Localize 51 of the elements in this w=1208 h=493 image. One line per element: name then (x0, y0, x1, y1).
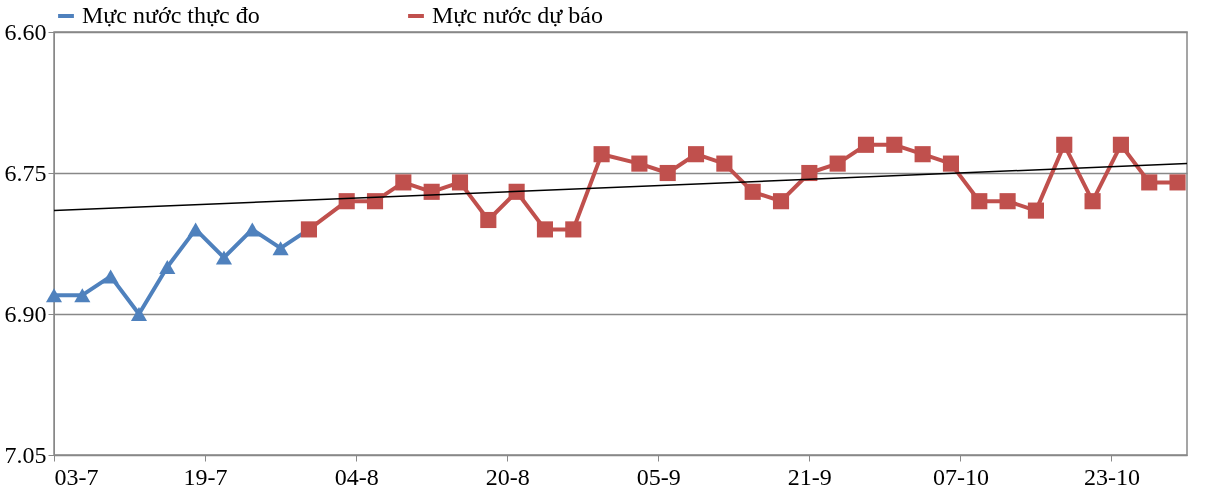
point (999, 193, 1016, 210)
x-tick-label: 20-8 (485, 463, 530, 490)
point (366, 193, 384, 210)
point (659, 164, 676, 182)
y-tick-label: 6.75 (4, 159, 47, 186)
point (687, 146, 705, 163)
legend-label: Mực nước dự báo (432, 2, 604, 28)
point (1169, 174, 1186, 191)
point (1027, 202, 1044, 219)
point (829, 155, 846, 172)
point (857, 136, 875, 153)
point (395, 174, 412, 191)
point (1056, 136, 1073, 153)
point (159, 260, 176, 274)
x-tick-label: 04-8 (334, 463, 379, 490)
x-tick-label: 05-9 (636, 463, 681, 490)
point (130, 307, 148, 321)
point (971, 193, 988, 210)
legend-label: Mực nước thực đo (82, 2, 260, 28)
point (1084, 193, 1101, 210)
point (272, 241, 289, 256)
point (886, 136, 903, 153)
x-tick-label: 07-10 (932, 463, 989, 490)
point (74, 288, 91, 303)
point (914, 146, 931, 163)
point (631, 155, 648, 172)
point (565, 221, 582, 238)
point (508, 183, 525, 200)
point (102, 269, 119, 284)
point (451, 174, 469, 191)
point (215, 250, 233, 265)
point (187, 222, 204, 237)
point (942, 155, 960, 172)
point (1141, 174, 1158, 191)
point (536, 221, 554, 238)
x-tick-label: 19-7 (183, 463, 228, 490)
point (45, 288, 63, 303)
point (593, 146, 610, 163)
point (772, 193, 790, 210)
y-tick-label: 6.90 (4, 300, 47, 327)
point (716, 155, 733, 172)
point (744, 183, 761, 200)
y-tick-label: 6.60 (4, 18, 47, 45)
x-tick-label: 03-7 (54, 463, 99, 490)
point (480, 211, 497, 229)
x-tick-label: 21-9 (787, 463, 832, 490)
x-tick-label: 23-10 (1083, 463, 1140, 490)
y-tick-label: 7.05 (4, 441, 47, 468)
point (1112, 136, 1129, 153)
point (338, 193, 355, 210)
point (244, 222, 261, 237)
